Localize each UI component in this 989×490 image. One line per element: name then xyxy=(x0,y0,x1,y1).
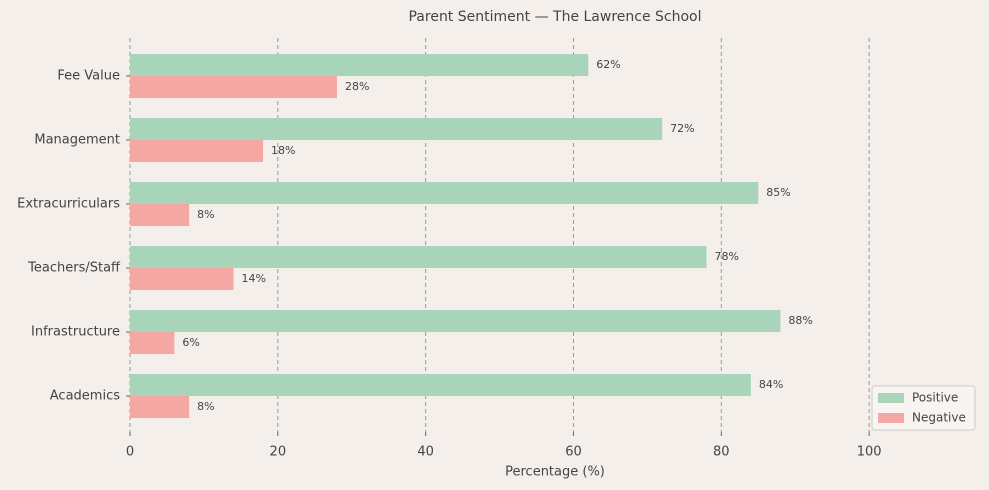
bar xyxy=(130,54,589,76)
y-tick-label: Management xyxy=(34,133,120,148)
bar xyxy=(130,246,707,268)
bar xyxy=(130,310,781,332)
x-tick-label: 60 xyxy=(565,445,582,460)
legend-swatch xyxy=(878,393,904,403)
value-label: 84% xyxy=(759,378,783,391)
value-label: 18% xyxy=(271,144,295,157)
bar xyxy=(130,140,264,162)
x-tick-label: 0 xyxy=(126,445,134,460)
bar xyxy=(130,204,190,226)
bar xyxy=(130,118,663,140)
bar xyxy=(130,396,190,418)
bar xyxy=(130,182,759,204)
value-label: 85% xyxy=(766,186,790,199)
bar xyxy=(130,268,234,290)
bar xyxy=(130,374,751,396)
value-label: 14% xyxy=(241,272,265,285)
value-label: 8% xyxy=(197,208,214,221)
legend-label: Positive xyxy=(912,391,958,405)
value-label: 88% xyxy=(788,314,812,327)
bar xyxy=(130,76,337,98)
bar xyxy=(130,332,175,354)
y-tick-label: Fee Value xyxy=(57,69,120,84)
legend-label: Negative xyxy=(912,411,966,425)
value-label: 72% xyxy=(670,122,694,135)
value-label: 78% xyxy=(715,250,739,263)
x-tick-label: 80 xyxy=(713,445,730,460)
chart-title: Parent Sentiment — The Lawrence School xyxy=(408,9,701,25)
x-tick-label: 40 xyxy=(417,445,434,460)
value-label: 62% xyxy=(596,58,620,71)
y-tick-label: Teachers/Staff xyxy=(27,261,121,276)
y-tick-label: Extracurriculars xyxy=(17,197,120,212)
value-label: 6% xyxy=(182,336,199,349)
value-label: 8% xyxy=(197,400,214,413)
y-tick-label: Academics xyxy=(50,389,120,404)
x-axis-label: Percentage (%) xyxy=(505,465,605,480)
legend-swatch xyxy=(878,413,904,423)
value-label: 28% xyxy=(345,80,369,93)
x-tick-label: 20 xyxy=(270,445,287,460)
x-tick-label: 100 xyxy=(857,445,882,460)
y-tick-label: Infrastructure xyxy=(31,325,120,340)
